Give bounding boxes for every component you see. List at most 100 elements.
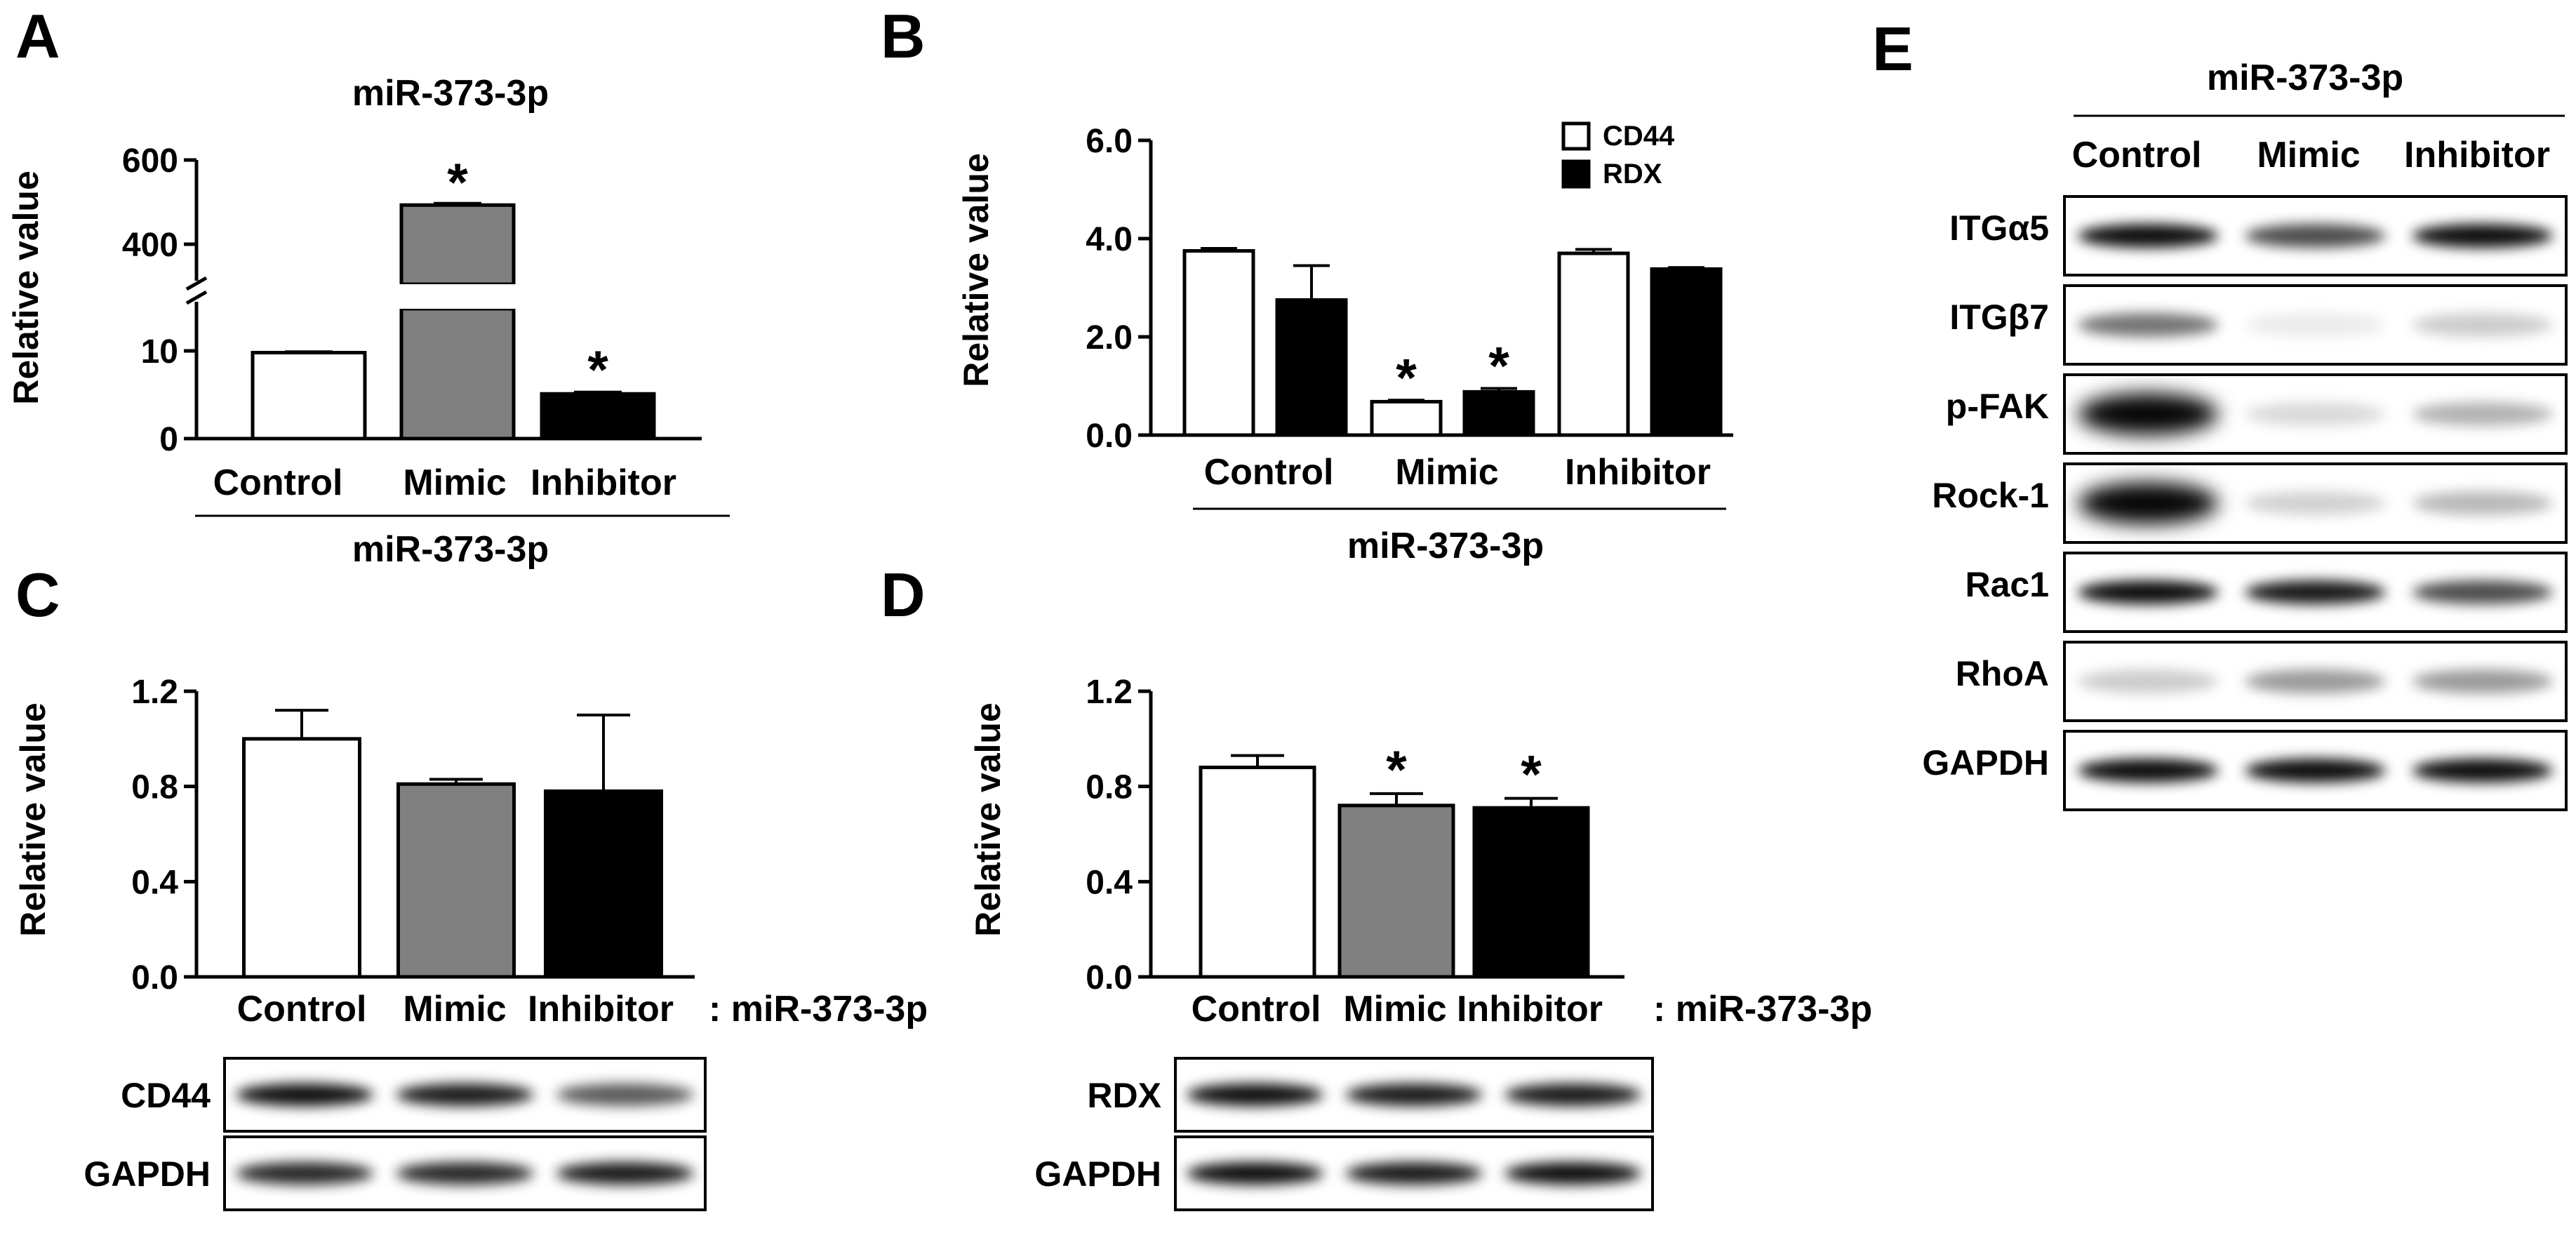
chart-b-xlabel: miR-373-3p: [1347, 526, 1544, 566]
chart-a-category-label: Control: [213, 462, 343, 503]
blot-d-band: [1504, 1084, 1642, 1106]
chart-a-tick-label: 600: [122, 142, 178, 180]
panel-letter-a: A: [15, 1, 60, 71]
chart-a-significance-star: *: [587, 340, 608, 400]
blot-c-band: [396, 1084, 534, 1106]
blot-e-label-rhoa: RhoA: [1956, 654, 2049, 693]
chart-a-tick-label: 400: [122, 227, 178, 264]
chart-c-bar-mimic: [396, 782, 516, 979]
blot-e-label-rock-1: Rock-1: [1932, 476, 2049, 515]
chart-b-tick-label: 6.0: [1086, 123, 1133, 160]
blot-e-label-itg-7: ITGβ7: [1949, 298, 2049, 337]
chart-d-bar-inhibitor: [1472, 806, 1590, 979]
chart-a-bar-mimic-lower: [399, 307, 516, 441]
blot-c-band: [235, 1162, 374, 1185]
chart-b-category-label: Mimic: [1395, 452, 1498, 493]
blot-e-band: [2412, 402, 2553, 426]
chart-b-ylabel: Relative value: [956, 153, 996, 387]
chart-d-category-label: Control: [1192, 989, 1321, 1029]
blot-e-label-itg-5: ITGα5: [1949, 208, 2049, 248]
blot-c-band: [556, 1084, 695, 1106]
chart-c-bar-control: [242, 737, 361, 979]
blot-e-lane-label: Control: [2072, 135, 2202, 175]
chart-c-category-label: Mimic: [403, 989, 506, 1029]
blot-e-band: [2412, 313, 2553, 337]
chart-b-bar-mimic-rdx: [1462, 389, 1535, 437]
chart-d-significance-star: *: [1386, 740, 1407, 800]
blot-e-band: [2245, 580, 2386, 604]
blot-e-band: [2245, 402, 2386, 426]
blot-e-band: [2412, 580, 2553, 604]
panel-letter-d: D: [881, 560, 926, 629]
blot-e-band: [2245, 313, 2386, 337]
chart-d-ylabel: Relative value: [968, 702, 1008, 937]
chart-b-category-label: Inhibitor: [1565, 452, 1711, 493]
chart-c-tick-label: 0.4: [131, 864, 178, 901]
blot-d-band: [1504, 1162, 1642, 1185]
chart-b-tick-label: 4.0: [1086, 221, 1133, 258]
chart-c-tick-label: 0.8: [131, 769, 178, 806]
blot-e-band: [2078, 393, 2219, 435]
chart-b-tick-label: 0.0: [1086, 418, 1133, 455]
chart-a-bar-inhibitor: [540, 392, 656, 441]
blot-c-band: [235, 1084, 374, 1106]
chart-d-significance-star: *: [1521, 745, 1542, 805]
blot-c-label-cd44: CD44: [121, 1076, 211, 1115]
blot-e-band: [2412, 669, 2553, 693]
chart-a-bar-mimic-upper: [399, 203, 516, 286]
chart-b-category-label: Control: [1204, 452, 1334, 493]
blot-d-band: [1186, 1084, 1323, 1106]
chart-a-title: miR-373-3p: [352, 73, 549, 114]
chart-c-category-label: Control: [237, 989, 367, 1029]
chart-a-tick-label: 0: [159, 421, 178, 458]
chart-d-tick-label: 1.2: [1086, 674, 1133, 711]
legend-label-rdx: RDX: [1603, 159, 1662, 189]
chart-d-suffix: : miR-373-3p: [1653, 989, 1872, 1029]
legend-swatch-cd44: [1561, 121, 1591, 151]
chart-a: miR-373-3p Relative value 0 10 400 600 * * C…: [6, 73, 730, 570]
blot-e-label-rac1: Rac1: [1965, 565, 2049, 604]
blot-c-band: [556, 1162, 695, 1185]
blot-e-lane-label: Mimic: [2257, 135, 2360, 175]
chart-b-bar-inhibitor-cd44: [1557, 251, 1630, 437]
chart-a-ylabel: Relative value: [6, 171, 46, 405]
blot-e-band: [2078, 580, 2219, 604]
blot-d-band: [1345, 1162, 1483, 1185]
chart-a-bar-control: [251, 351, 367, 441]
blot-e-band: [2245, 224, 2386, 248]
blot-e-band: [2245, 669, 2386, 693]
blot-d-band: [1345, 1084, 1483, 1106]
chart-b-legend: CD44 RDX: [1561, 121, 1675, 189]
chart-c-tick-label: 0.0: [131, 959, 178, 997]
chart-b-significance-star: *: [1488, 337, 1509, 396]
panel-letter-e: E: [1872, 14, 1914, 84]
chart-d-category-label: Inhibitor: [1457, 989, 1603, 1029]
chart-a-category-label: Mimic: [403, 462, 506, 503]
chart-a-xlabel: miR-373-3p: [352, 529, 549, 570]
panel-letter-b: B: [881, 1, 926, 71]
chart-d-bar-mimic: [1337, 804, 1455, 979]
chart-c-category-label: Inhibitor: [528, 989, 674, 1029]
chart-c-bar-inhibitor: [544, 789, 663, 979]
chart-a-axis-break-mark: [185, 276, 208, 291]
blot-d-label-gapdh: GAPDH: [1034, 1154, 1161, 1194]
western-blot-e: miR-373-3p Control Mimic Inhibitor ITGα5 IT…: [1922, 58, 2568, 811]
chart-a-axis-break-mark-2: [185, 290, 208, 305]
blot-e-band: [2412, 224, 2553, 248]
blot-e-band: [2412, 759, 2553, 782]
chart-a-significance-star: *: [447, 153, 468, 213]
chart-b-significance-star: *: [1396, 348, 1417, 408]
chart-c-tick-label: 1.2: [131, 674, 178, 711]
blot-d-band: [1186, 1162, 1323, 1185]
blot-e-band: [2245, 759, 2386, 782]
blot-e-band: [2245, 491, 2386, 515]
blot-e-band: [2078, 224, 2219, 248]
blot-d-label-rdx: RDX: [1087, 1076, 1161, 1115]
legend-label-cd44: CD44: [1603, 121, 1675, 152]
legend-swatch-rdx: [1561, 159, 1591, 189]
chart-d-tick-label: 0.8: [1086, 769, 1133, 806]
blot-e-lane-label: Inhibitor: [2404, 135, 2550, 175]
blot-c-band: [396, 1162, 534, 1185]
chart-a-category-label: Inhibitor: [530, 462, 676, 503]
